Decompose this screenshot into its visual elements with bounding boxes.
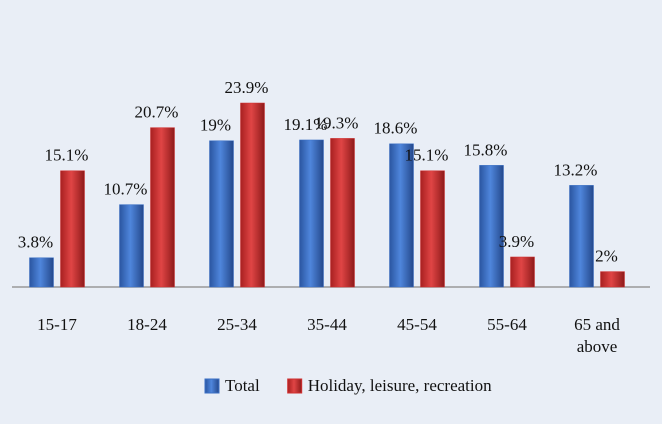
value-label: 3.9% — [499, 232, 534, 251]
bar — [330, 138, 355, 288]
value-label: 10.7% — [104, 180, 148, 199]
x-tick-label: 45-54 — [397, 315, 437, 334]
bar — [209, 140, 234, 288]
x-tick-label: 18-24 — [127, 315, 167, 334]
value-label: 15.8% — [464, 140, 508, 159]
bar — [600, 271, 625, 288]
bar — [479, 165, 504, 288]
x-tick-label: 35-44 — [307, 315, 347, 334]
bar — [389, 143, 414, 288]
bar — [569, 185, 594, 288]
x-tick-label: 65 and above — [574, 315, 620, 356]
x-tick-label: 55-64 — [487, 315, 527, 334]
bar — [119, 204, 144, 288]
value-label: 13.2% — [554, 160, 598, 179]
bar — [60, 170, 85, 288]
value-label: 2% — [595, 247, 618, 266]
value-label: 23.9% — [225, 78, 269, 97]
value-label: 20.7% — [135, 103, 179, 122]
value-label: 19.3% — [315, 113, 359, 132]
bar — [29, 257, 54, 288]
x-tick-label: 15-17 — [37, 315, 77, 334]
legend-swatch — [204, 378, 220, 394]
bar — [299, 139, 324, 288]
value-label: 19% — [200, 116, 231, 135]
legend-label: Total — [225, 376, 260, 395]
bar — [420, 170, 445, 288]
legend-swatch — [287, 378, 303, 394]
value-label: 15.1% — [45, 146, 89, 165]
bar — [150, 127, 175, 288]
value-label: 15.1% — [405, 146, 449, 165]
bar — [510, 256, 535, 288]
legend-label: Holiday, leisure, recreation — [308, 376, 492, 395]
x-tick-label: 25-34 — [217, 315, 257, 334]
value-label: 18.6% — [374, 119, 418, 138]
bar — [240, 102, 265, 288]
value-label: 3.8% — [18, 233, 53, 252]
value-label: 19.1% — [284, 115, 328, 134]
